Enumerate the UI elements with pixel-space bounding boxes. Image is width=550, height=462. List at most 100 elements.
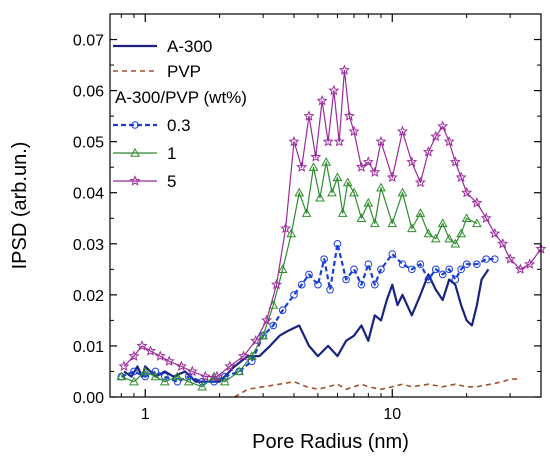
legend-label: PVP bbox=[167, 62, 201, 81]
data-point bbox=[297, 280, 306, 289]
data-point bbox=[151, 367, 160, 376]
data-point bbox=[315, 192, 325, 202]
data-point bbox=[294, 187, 305, 197]
data-point bbox=[348, 125, 360, 137]
data-point bbox=[128, 350, 140, 361]
data-point bbox=[161, 372, 169, 381]
series-1 bbox=[234, 378, 518, 398]
data-point bbox=[415, 208, 426, 217]
data-point bbox=[224, 360, 236, 372]
data-point bbox=[328, 84, 340, 96]
data-point bbox=[406, 156, 418, 167]
data-point bbox=[288, 135, 300, 147]
data-point bbox=[221, 372, 229, 381]
data-point bbox=[316, 95, 328, 106]
data-point bbox=[338, 64, 350, 75]
data-point bbox=[456, 228, 466, 238]
data-point bbox=[349, 187, 359, 197]
data-point bbox=[172, 371, 183, 381]
data-point bbox=[497, 237, 509, 249]
data-point bbox=[514, 263, 526, 275]
data-point bbox=[443, 135, 455, 147]
legend-marker bbox=[129, 175, 141, 186]
data-point bbox=[342, 177, 353, 187]
legend-group-title: A-300/PVP (wt%) bbox=[115, 88, 247, 107]
x-axis-title: Pore Radius (nm) bbox=[252, 431, 409, 453]
data-point bbox=[408, 265, 416, 274]
data-point bbox=[314, 280, 322, 289]
data-point bbox=[278, 306, 287, 314]
series-line-0 bbox=[123, 268, 490, 383]
data-point bbox=[406, 223, 417, 233]
legend-label: A-300 bbox=[167, 37, 212, 56]
data-point bbox=[250, 335, 262, 346]
data-point bbox=[369, 166, 381, 178]
data-point bbox=[387, 218, 398, 228]
data-point bbox=[301, 208, 312, 217]
data-point bbox=[416, 260, 425, 269]
data-point bbox=[322, 135, 334, 147]
data-point bbox=[461, 213, 472, 222]
series-line-2 bbox=[120, 242, 495, 383]
data-point bbox=[369, 218, 380, 228]
data-point bbox=[183, 376, 194, 386]
data-point bbox=[246, 351, 257, 360]
data-point bbox=[269, 321, 278, 330]
plot-frame bbox=[109, 13, 542, 398]
data-point bbox=[154, 350, 166, 361]
data-point bbox=[355, 161, 367, 172]
data-point bbox=[234, 366, 245, 376]
data-point bbox=[211, 370, 223, 382]
data-point bbox=[184, 372, 193, 381]
y-tick-label: 0.04 bbox=[73, 186, 104, 203]
data-point bbox=[118, 360, 130, 372]
data-point bbox=[482, 255, 490, 263]
data-point bbox=[430, 233, 441, 243]
series-0 bbox=[123, 268, 490, 383]
y-tick-label: 0.03 bbox=[73, 237, 104, 254]
data-point bbox=[286, 228, 297, 238]
data-point bbox=[136, 340, 148, 351]
data-point bbox=[144, 345, 156, 356]
data-point bbox=[333, 135, 345, 147]
legend-marker bbox=[131, 121, 139, 129]
data-point bbox=[303, 110, 315, 121]
data-point bbox=[473, 260, 481, 269]
data-point bbox=[163, 355, 175, 366]
data-point bbox=[277, 264, 288, 274]
series-layer bbox=[116, 64, 547, 398]
y-tick-label: 0.02 bbox=[73, 288, 104, 305]
data-point bbox=[430, 130, 442, 142]
data-point bbox=[377, 265, 385, 274]
data-point bbox=[305, 270, 313, 279]
data-point bbox=[219, 376, 230, 386]
data-point bbox=[490, 255, 499, 263]
data-point bbox=[504, 253, 516, 264]
y-tick-label: 0.06 bbox=[73, 84, 104, 101]
data-point bbox=[357, 280, 366, 289]
data-point bbox=[444, 233, 455, 243]
data-point bbox=[238, 350, 250, 361]
data-point bbox=[397, 187, 408, 197]
y-tick-label: 0.00 bbox=[73, 390, 104, 407]
data-point bbox=[364, 260, 373, 269]
data-point bbox=[363, 197, 374, 207]
data-point bbox=[388, 250, 397, 258]
legend-label: 0.3 bbox=[167, 116, 191, 135]
data-point bbox=[437, 218, 448, 228]
data-point bbox=[280, 222, 292, 234]
data-point bbox=[371, 280, 379, 289]
data-point bbox=[343, 110, 355, 121]
series-line-1 bbox=[234, 378, 518, 398]
y-axis-title: IPSD (arb.un.) bbox=[9, 142, 31, 270]
data-point bbox=[116, 371, 127, 381]
series-4 bbox=[118, 64, 547, 382]
data-point bbox=[356, 213, 367, 222]
data-point bbox=[375, 135, 387, 147]
data-point bbox=[197, 381, 208, 391]
data-point bbox=[424, 275, 433, 284]
data-point bbox=[386, 171, 398, 183]
data-point bbox=[337, 208, 348, 217]
y-tick-label: 0.05 bbox=[73, 135, 104, 152]
